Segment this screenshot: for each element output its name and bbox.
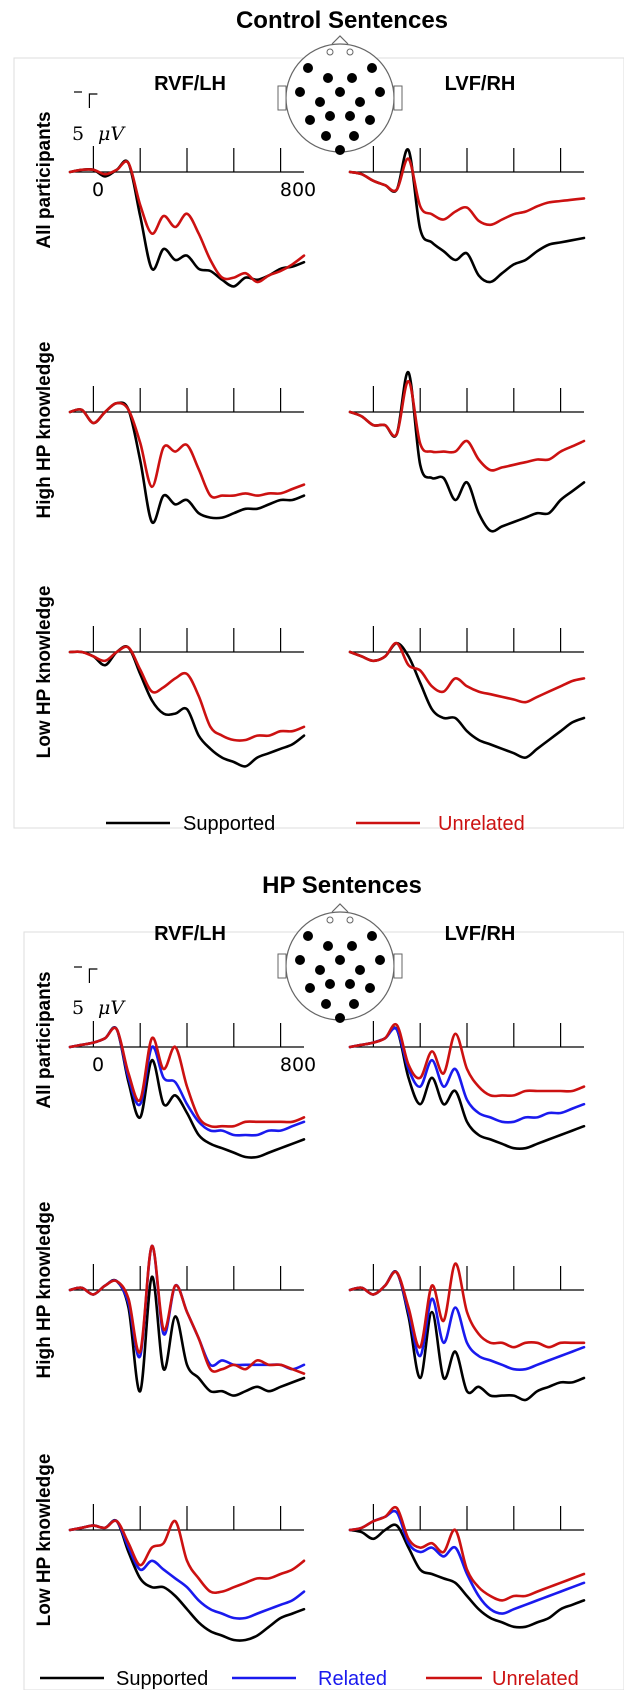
- electrode-dots: [295, 931, 385, 1023]
- waveform-unrelated-c0-r0-col1: [348, 157, 586, 227]
- waveform-unrelated-c0-r1-col1: [348, 379, 586, 472]
- waveform-unrelated-c1-r0-col1: [348, 1022, 586, 1098]
- waveform-supported-c0-r2-col0: [68, 645, 306, 768]
- electrode-dots: [295, 63, 385, 155]
- waveform-unrelated-c0-r0-col0: [68, 160, 306, 284]
- waveform-supported-c1-r2-col0: [68, 1519, 306, 1642]
- scale-bar: [88, 93, 98, 108]
- waveform-unrelated-c0-r2-col1: [348, 641, 586, 704]
- waveform-unrelated-c1-r1-col1: [348, 1262, 586, 1349]
- axes-0-0-0: [70, 146, 304, 173]
- control-row-label-1: High HP knowledge: [34, 341, 55, 518]
- hp-frame: [23, 931, 624, 1690]
- hp-row-label-1: High HP knowledge: [34, 1201, 55, 1378]
- axes-1-0-0: [70, 1021, 304, 1048]
- waveform-unrelated-c1-r1-col0: [68, 1244, 306, 1375]
- axes-0-0-1: [350, 146, 584, 173]
- legend-label-supported: Supported: [116, 1668, 208, 1690]
- axes-1-0-1: [350, 1021, 584, 1048]
- erp-plots: [68, 91, 586, 1642]
- hp-legend: Supported Related Unrelated: [40, 1668, 579, 1690]
- axes-0-2-0: [70, 626, 304, 653]
- waveform-related-c1-r1-col0: [68, 1244, 306, 1371]
- axes-1-2-0: [70, 1504, 304, 1531]
- waveform-supported-c0-r2-col1: [348, 641, 586, 759]
- legend-label-supported: Supported: [183, 813, 275, 835]
- axes-1-2-1: [350, 1504, 584, 1531]
- hp-row-label-2: Low HP knowledge: [34, 1454, 55, 1627]
- control-xtick-0: 0: [92, 179, 104, 201]
- waveform-unrelated-c0-r2-col0: [68, 645, 306, 742]
- control-col-header-right: LVF/RH: [445, 73, 516, 95]
- hp-scale-unit: μV: [98, 997, 126, 1019]
- control-scale-unit: μV: [98, 123, 126, 145]
- legend-label-unrelated: Unrelated: [438, 813, 525, 835]
- control-row-label-2: Low HP knowledge: [34, 586, 55, 759]
- waveform-unrelated-c1-r0-col0: [68, 1026, 306, 1129]
- hp-row-label-0: All participants: [34, 971, 55, 1108]
- axes-0-1-1: [350, 386, 584, 413]
- waveform-supported-c0-r0-col0: [68, 159, 306, 288]
- hp-col-header-left: RVF/LH: [154, 923, 226, 945]
- control-xtick-800: 800: [280, 179, 316, 201]
- hp-head-map: [277, 903, 403, 1023]
- control-row-label-0: All participants: [34, 111, 55, 248]
- legend-label-related: Related: [318, 1668, 387, 1690]
- waveform-supported-c0-r1-col0: [68, 401, 306, 524]
- control-legend: Supported Unrelated: [106, 813, 525, 835]
- axes-1-1-0: [70, 1264, 304, 1291]
- control-title: Control Sentences: [236, 7, 448, 34]
- hp-xtick-800: 800: [280, 1054, 316, 1076]
- waveform-unrelated-c1-r2-col1: [348, 1505, 586, 1602]
- scale-bar: [88, 968, 98, 983]
- hp-scale-label: 5: [72, 997, 84, 1019]
- hp-col-header-right: LVF/RH: [445, 923, 516, 945]
- axes-1-1-1: [350, 1264, 584, 1291]
- hp-title: HP Sentences: [262, 872, 422, 899]
- waveform-related-c1-r2-col0: [68, 1519, 306, 1620]
- waveform-supported-c1-r2-col1: [348, 1523, 586, 1629]
- waveform-supported-c1-r1-col0: [68, 1275, 306, 1397]
- waveform-supported-c1-r1-col1: [348, 1270, 586, 1402]
- legend-label-unrelated: Unrelated: [492, 1668, 579, 1690]
- control-head-map: [277, 35, 403, 155]
- waveform-unrelated-c1-r2-col0: [68, 1519, 306, 1595]
- hp-xtick-0: 0: [92, 1054, 104, 1076]
- axes-0-1-0: [70, 386, 304, 413]
- control-scale-label: 5: [72, 123, 84, 145]
- axes-0-2-1: [350, 626, 584, 653]
- control-col-header-left: RVF/LH: [154, 73, 226, 95]
- waveform-unrelated-c0-r1-col0: [68, 401, 306, 499]
